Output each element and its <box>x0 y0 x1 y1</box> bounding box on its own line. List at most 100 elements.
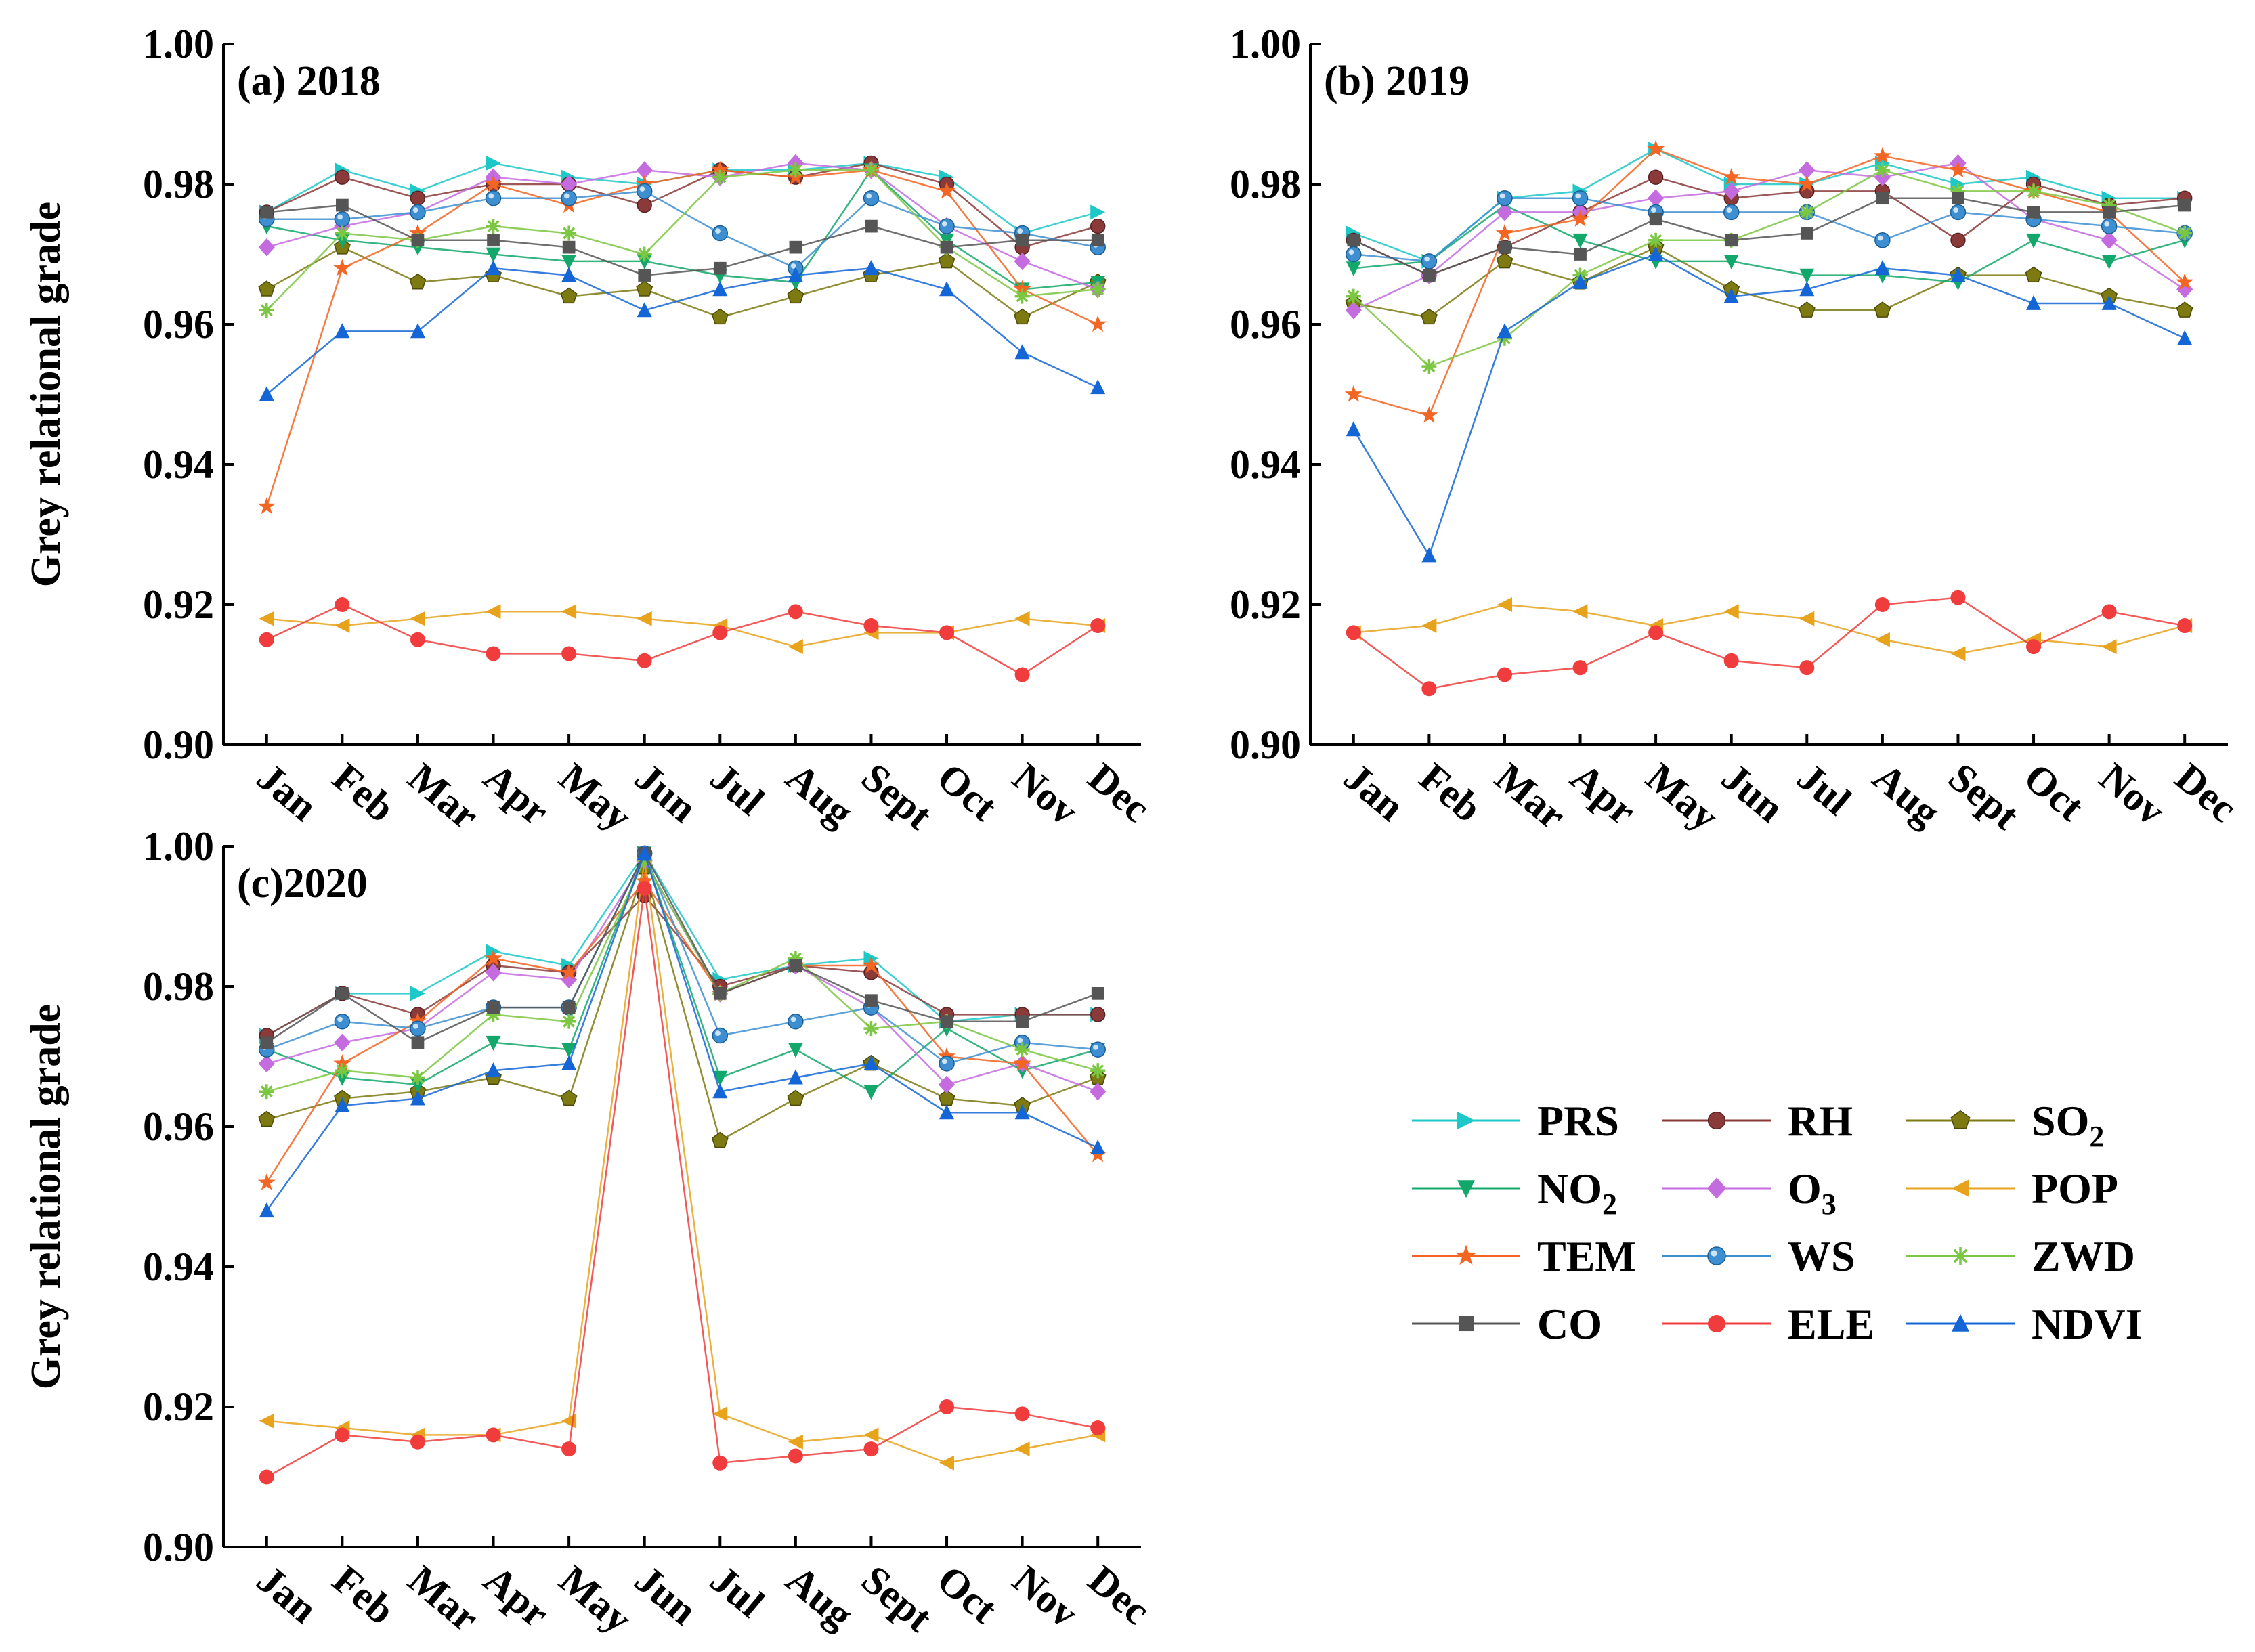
legend-item-tem: TEM <box>1412 1232 1636 1280</box>
data-point-ele <box>863 618 879 634</box>
data-point-zwd <box>1950 183 1966 199</box>
data-point-ndvi <box>561 267 577 282</box>
data-point-ndvi <box>486 1062 501 1078</box>
y-axis-label: Grey relational grade <box>23 1004 69 1389</box>
data-point-zwd <box>486 219 501 234</box>
legend-marker-no2 <box>1457 1180 1475 1198</box>
data-point-tem <box>711 160 729 178</box>
data-point-ws <box>1723 204 1740 221</box>
data-point-co <box>1091 234 1104 247</box>
series-line-tem <box>1353 148 2186 417</box>
data-point-co <box>1876 192 1889 205</box>
y-tick-label: 1.00 <box>143 22 214 66</box>
data-point-ndvi <box>863 1055 879 1070</box>
data-point-ndvi <box>1346 421 1361 437</box>
legend-label: ELE <box>1788 1300 1874 1348</box>
data-point-zwd <box>410 1070 425 1085</box>
data-point-co <box>1016 234 1029 247</box>
data-point-so2 <box>1798 301 1816 318</box>
data-point-rh <box>410 190 426 206</box>
legend-item-ndvi: NDVI <box>1906 1300 2143 1348</box>
data-point-pop <box>1421 618 1437 633</box>
data-point-ndvi <box>637 302 652 318</box>
data-point-tem <box>1344 385 1362 402</box>
legend-label: NO2 <box>1537 1165 1617 1221</box>
data-point-ndvi <box>637 845 652 861</box>
data-point-prs <box>1090 204 1106 220</box>
series-line-zwd <box>266 858 1098 1093</box>
data-point-ele <box>1950 590 1966 605</box>
legend-label: PRS <box>1537 1097 1619 1145</box>
series-line-ndvi <box>1352 253 2185 558</box>
data-point-tem <box>1495 223 1513 241</box>
y-tick-label: 0.90 <box>143 722 214 767</box>
series-line-ele <box>266 603 1098 676</box>
data-point-ndvi <box>939 1104 954 1120</box>
data-point-tem <box>1873 146 1891 164</box>
data-point-tem <box>635 872 653 889</box>
y-tick-label: 0.90 <box>143 1525 214 1569</box>
series-line-so2 <box>1353 246 2185 319</box>
data-point-pop <box>335 618 350 633</box>
series-line-ws <box>266 851 1098 1065</box>
data-point-ws-highlight <box>715 1030 721 1036</box>
data-point-co <box>713 987 727 1000</box>
data-point-ndvi <box>410 1090 425 1106</box>
data-point-pop <box>259 611 274 626</box>
series-line-rh <box>266 162 1098 248</box>
data-point-ele <box>486 646 501 661</box>
data-point-no2 <box>712 1070 728 1086</box>
y-tick-label: 0.90 <box>1230 722 1301 767</box>
data-point-zwd <box>259 303 274 318</box>
y-tick-label: 0.98 <box>143 162 214 206</box>
data-point-co <box>411 234 425 247</box>
data-point-pop <box>2101 639 2117 655</box>
legend-marker-co <box>1458 1316 1474 1332</box>
data-point-ndvi <box>939 281 954 297</box>
data-point-no2 <box>1572 233 1588 248</box>
data-point-tem <box>1647 139 1665 157</box>
data-point-ws <box>1497 190 1513 206</box>
legend-item-zwd: ZWD <box>1906 1232 2135 1280</box>
data-point-co <box>940 240 953 254</box>
data-point-co <box>411 1036 425 1049</box>
legend-marker-prs <box>1457 1112 1475 1129</box>
series-line-tem <box>265 879 1099 1183</box>
legend-label: ZWD <box>2032 1232 2135 1280</box>
data-point-o3 <box>2176 280 2193 299</box>
data-point-ws <box>2101 218 2118 234</box>
data-point-co <box>1016 1015 1029 1028</box>
data-point-pop <box>561 604 577 620</box>
data-point-so2 <box>1874 301 1891 318</box>
data-point-rh <box>637 197 652 213</box>
data-point-so2 <box>258 1110 276 1127</box>
data-point-ele <box>1497 667 1512 682</box>
data-point-co <box>940 1015 953 1028</box>
data-point-ws-highlight <box>2104 221 2110 227</box>
data-point-o3 <box>561 175 578 194</box>
data-point-ws-highlight <box>639 186 645 192</box>
data-point-ndvi <box>788 1069 803 1085</box>
series-line-prs <box>266 851 1098 1037</box>
data-point-ele <box>486 1427 501 1443</box>
y-tick-label: 0.94 <box>1230 442 1301 487</box>
data-point-ws <box>1874 232 1891 248</box>
data-point-ws-highlight <box>1499 193 1505 199</box>
series-line-no2 <box>266 850 1098 1093</box>
data-point-ws <box>939 1056 955 1072</box>
legend-item-o3: O3 <box>1662 1165 1837 1221</box>
data-point-o3 <box>636 161 653 179</box>
data-point-zwd <box>637 852 652 868</box>
data-point-ele <box>1421 681 1437 697</box>
series-zwd <box>259 852 1106 1100</box>
data-point-ele <box>1346 625 1361 640</box>
data-point-pop <box>1874 632 1890 647</box>
data-point-ele <box>2177 618 2193 634</box>
data-point-o3 <box>258 1054 275 1073</box>
data-point-ws-highlight <box>563 193 570 199</box>
data-point-zwd <box>863 1021 879 1037</box>
series-line-co <box>266 851 1098 1044</box>
data-point-ele <box>410 632 425 647</box>
y-tick-label: 0.94 <box>143 1244 214 1289</box>
